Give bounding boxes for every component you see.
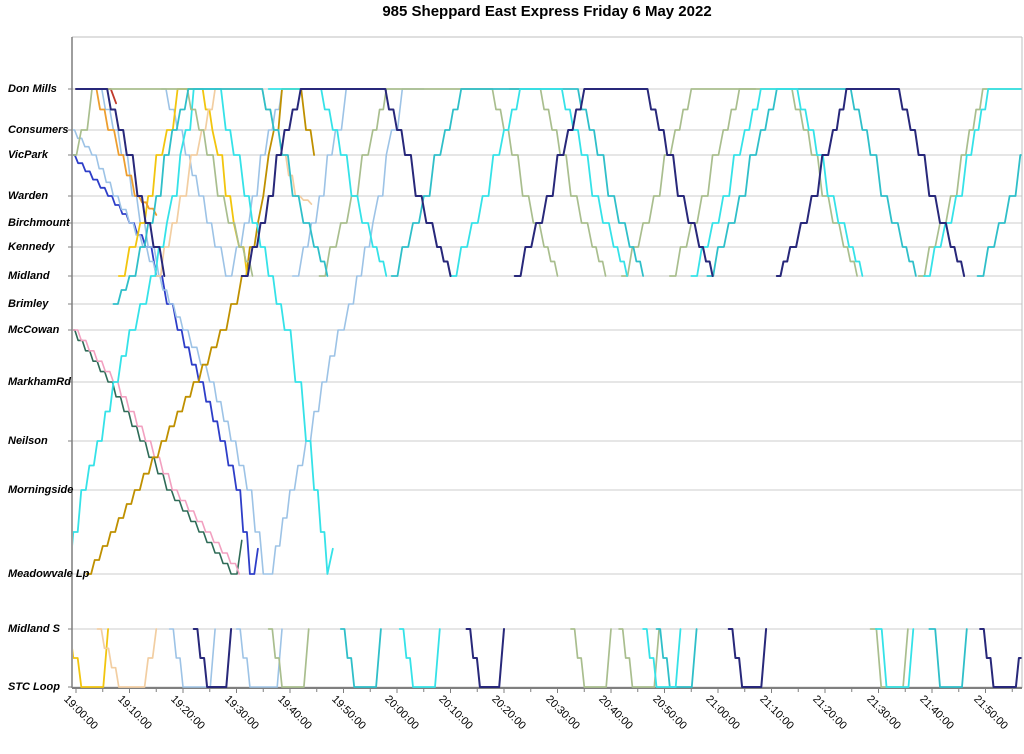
station-label-2: VicPark xyxy=(8,148,48,161)
station-label-11: Morningside xyxy=(8,483,74,496)
trip-line-vehicle-teal-stc-cycles xyxy=(390,88,644,277)
station-label-12: Meadowvale Lp xyxy=(8,567,90,580)
trip-line-vehicle-brightcyan-stc-cycles xyxy=(690,88,864,277)
trip-line-trip-royalblue-meadowvale xyxy=(73,154,259,575)
trip-line-vehicle-sage-stc-cycles xyxy=(869,628,909,688)
trip-line-vehicle-sage-stc-extra xyxy=(508,88,607,277)
trip-line-trip-yellow-from-stc xyxy=(117,88,249,277)
trip-line-vehicle-sage-stc-extra xyxy=(618,628,660,688)
trip-line-trip-yellow-from-stc xyxy=(73,628,109,688)
trip-line-vehicle-teal-stc-cycles xyxy=(706,88,917,277)
station-label-6: Midland xyxy=(8,269,50,282)
chart-title: 985 Sheppard East Express Friday 6 May 2… xyxy=(382,3,712,20)
trip-line-vehicle-sage-stc-cycles xyxy=(570,628,612,688)
trip-line-vehicle-brightcyan-stc-cycles xyxy=(398,628,441,688)
trip-line-trip-lightblue-stc-2 xyxy=(291,88,361,277)
trip-line-trip-lightblue-stc-2 xyxy=(160,88,227,277)
trip-line-vehicle-navy-stc-cycles xyxy=(979,628,1022,688)
trip-line-vehicle-teal-stc-cycles xyxy=(928,628,968,688)
trip-line-vehicle-teal-stc-cycles xyxy=(655,628,698,688)
trip-line-trip-lightblue-stc-1 xyxy=(168,628,216,688)
trip-line-trip-olive-from-meadowvale xyxy=(85,88,315,575)
trip-line-vehicle-navy-stc-cycles xyxy=(513,88,714,277)
trip-line-vehicle-sage-stc-extra xyxy=(668,88,757,277)
station-label-4: Birchmount xyxy=(8,216,70,229)
trip-line-vehicle-navy-stc-cycles xyxy=(775,88,966,277)
station-label-5: Kennedy xyxy=(8,240,55,253)
station-label-14: STC Loop xyxy=(8,680,60,693)
trip-line-vehicle-sage-stc-cycles xyxy=(73,88,254,277)
trip-line-vehicle-brightcyan-stc-cycles xyxy=(449,88,628,277)
trip-line-vehicle-brightcyan-stc-cycles xyxy=(923,88,1022,277)
trip-line-trip-lightblue-meadowvale-return xyxy=(73,88,425,575)
station-label-9: MarkhamRd xyxy=(8,375,71,388)
trip-line-vehicle-teal-stc-cycles xyxy=(112,88,329,305)
trip-line-vehicle-navy-stc-cycles xyxy=(727,628,768,688)
trip-line-vehicle-brightcyan-stc-cycles xyxy=(874,628,915,688)
trip-line-vehicle-sage-stc-cycles xyxy=(917,88,1022,277)
trip-lines xyxy=(73,88,1022,688)
station-label-10: Neilson xyxy=(8,434,48,447)
trip-line-trip-lightblue-stc-1 xyxy=(225,88,297,277)
trip-line-vehicle-navy-stc-cycles xyxy=(192,628,233,688)
trip-line-trip-lightblue-stc-2 xyxy=(235,628,283,688)
station-label-1: Consumers xyxy=(8,123,69,136)
station-label-3: Warden xyxy=(8,189,49,202)
station-label-0: Don Mills xyxy=(8,82,57,95)
station-label-13: Midland S xyxy=(8,622,60,635)
trip-line-trip-cyan-meadowvale xyxy=(73,88,334,575)
trip-line-trip-orange-short xyxy=(75,88,158,216)
trip-line-vehicle-sage-stc-cycles xyxy=(267,628,310,688)
trip-line-trip-tan-from-stc xyxy=(96,628,158,688)
station-label-7: Brimley xyxy=(8,297,49,310)
trip-line-vehicle-brightcyan-stc-cycles xyxy=(267,88,388,277)
trip-line-vehicle-navy-stc-cycles xyxy=(240,88,452,277)
trip-line-vehicle-navy-stc-cycles xyxy=(465,628,505,688)
trip-line-vehicle-teal-stc-cycles xyxy=(976,154,1022,277)
trip-line-vehicle-teal-stc-cycles xyxy=(339,628,382,688)
trip-line-vehicle-navy-stc-cycles xyxy=(75,88,166,277)
station-label-8: McCowan xyxy=(8,323,60,336)
trip-line-vehicle-brightcyan-stc-cycles xyxy=(642,628,682,688)
